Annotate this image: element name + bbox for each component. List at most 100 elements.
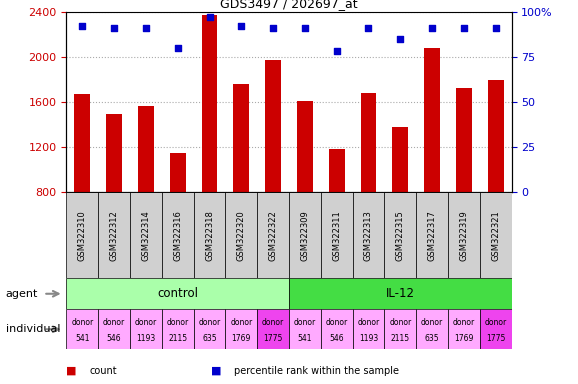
Bar <box>424 48 440 192</box>
Point <box>332 48 341 54</box>
Text: GSM322319: GSM322319 <box>460 210 468 261</box>
Text: GSM322322: GSM322322 <box>269 210 277 261</box>
Text: 546: 546 <box>329 334 344 343</box>
Bar <box>289 309 321 349</box>
Point <box>396 36 405 42</box>
Text: individual: individual <box>6 324 60 334</box>
Text: donor: donor <box>198 318 221 326</box>
Point <box>237 23 246 29</box>
Point <box>205 14 214 20</box>
Bar <box>202 15 217 192</box>
Text: 541: 541 <box>298 334 312 343</box>
Bar <box>66 278 289 309</box>
Bar <box>297 101 313 192</box>
Title: GDS3497 / 202697_at: GDS3497 / 202697_at <box>220 0 358 10</box>
Bar <box>170 152 186 192</box>
Text: donor: donor <box>357 318 380 326</box>
Text: donor: donor <box>389 318 412 326</box>
Bar <box>384 309 416 349</box>
Text: 1193: 1193 <box>136 334 155 343</box>
Bar <box>194 309 225 349</box>
Text: 1769: 1769 <box>454 334 473 343</box>
Text: percentile rank within the sample: percentile rank within the sample <box>234 366 399 376</box>
Text: control: control <box>157 287 198 300</box>
Bar <box>98 192 130 278</box>
Text: 635: 635 <box>425 334 439 343</box>
Bar <box>361 93 376 192</box>
Bar <box>480 309 512 349</box>
Point <box>491 25 501 31</box>
Bar <box>130 192 162 278</box>
Bar <box>384 192 416 278</box>
Point <box>364 25 373 31</box>
Text: 546: 546 <box>107 334 121 343</box>
Text: donor: donor <box>103 318 125 326</box>
Bar <box>225 192 257 278</box>
Bar <box>456 88 472 192</box>
Text: 1775: 1775 <box>264 334 283 343</box>
Bar <box>98 309 130 349</box>
Text: GSM322315: GSM322315 <box>396 210 405 261</box>
Bar <box>66 309 98 349</box>
Text: 635: 635 <box>202 334 217 343</box>
Bar <box>416 192 448 278</box>
Text: GSM322320: GSM322320 <box>237 210 246 261</box>
Bar <box>448 309 480 349</box>
Bar <box>138 106 154 192</box>
Text: GSM322321: GSM322321 <box>491 210 500 261</box>
Text: 2115: 2115 <box>391 334 410 343</box>
Text: donor: donor <box>421 318 443 326</box>
Point <box>141 25 150 31</box>
Text: GSM322316: GSM322316 <box>173 210 182 261</box>
Point <box>301 25 310 31</box>
Text: donor: donor <box>166 318 189 326</box>
Text: GSM322310: GSM322310 <box>78 210 87 261</box>
Text: GSM322318: GSM322318 <box>205 210 214 261</box>
Text: GSM322309: GSM322309 <box>301 210 309 261</box>
Bar <box>75 94 90 192</box>
Bar <box>257 192 289 278</box>
Text: donor: donor <box>135 318 157 326</box>
Bar <box>329 149 344 192</box>
Text: ■: ■ <box>211 366 221 376</box>
Bar <box>353 192 384 278</box>
Text: GSM322313: GSM322313 <box>364 210 373 261</box>
Bar <box>162 309 194 349</box>
Text: donor: donor <box>71 318 94 326</box>
Text: agent: agent <box>6 289 38 299</box>
Bar <box>225 309 257 349</box>
Bar <box>448 192 480 278</box>
Text: 1769: 1769 <box>232 334 251 343</box>
Text: 1775: 1775 <box>486 334 505 343</box>
Text: donor: donor <box>262 318 284 326</box>
Point <box>428 25 437 31</box>
Bar <box>66 192 98 278</box>
Point <box>268 25 278 31</box>
Text: 541: 541 <box>75 334 90 343</box>
Bar <box>130 309 162 349</box>
Bar <box>321 309 353 349</box>
Text: GSM322317: GSM322317 <box>428 210 436 261</box>
Text: donor: donor <box>294 318 316 326</box>
Bar <box>480 192 512 278</box>
Text: ■: ■ <box>66 366 77 376</box>
Text: GSM322314: GSM322314 <box>142 210 150 261</box>
Text: donor: donor <box>325 318 348 326</box>
Bar <box>106 114 122 192</box>
Text: 1193: 1193 <box>359 334 378 343</box>
Text: 2115: 2115 <box>168 334 187 343</box>
Point <box>77 23 87 29</box>
Point <box>173 45 183 51</box>
Bar <box>289 192 321 278</box>
Bar <box>257 309 289 349</box>
Text: donor: donor <box>484 318 507 326</box>
Bar <box>265 60 281 192</box>
Text: IL-12: IL-12 <box>386 287 415 300</box>
Bar <box>289 278 512 309</box>
Point <box>110 25 119 31</box>
Text: GSM322311: GSM322311 <box>332 210 341 261</box>
Text: donor: donor <box>230 318 253 326</box>
Bar <box>488 80 503 192</box>
Bar <box>353 309 384 349</box>
Bar <box>194 192 225 278</box>
